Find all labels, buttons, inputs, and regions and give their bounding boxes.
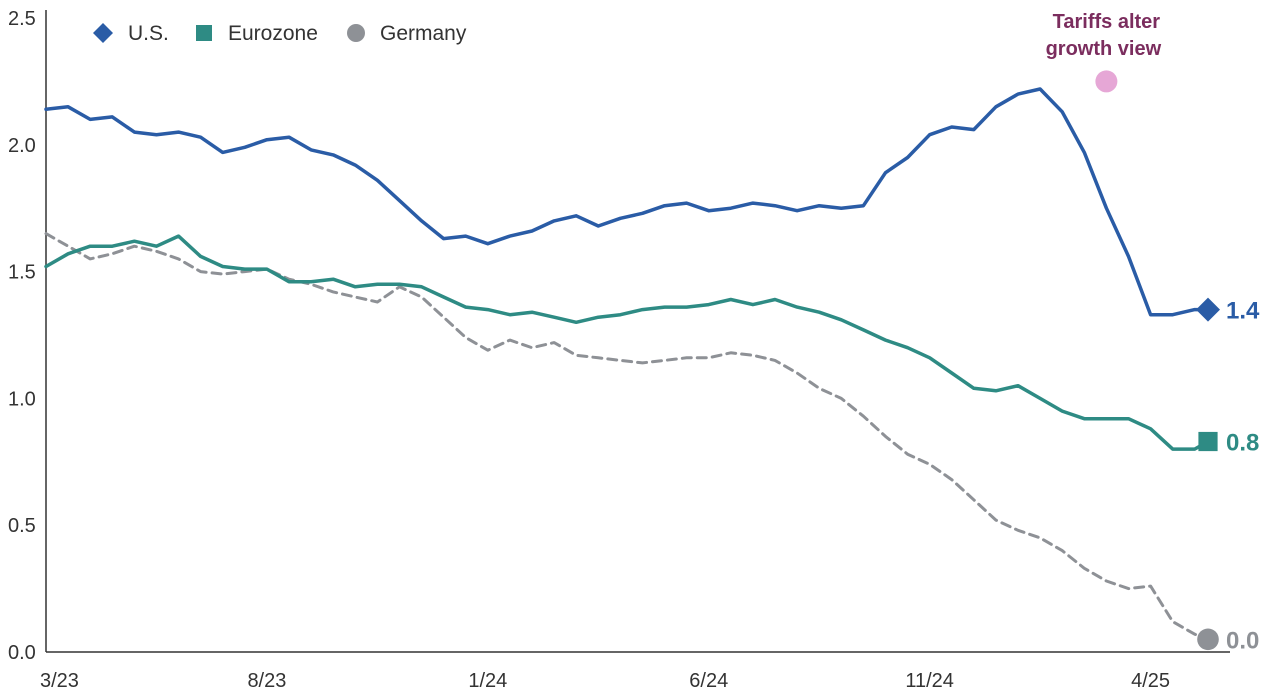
tariff-annotation: Tariffs alter growth view	[1046, 11, 1162, 93]
legend-square-icon	[196, 25, 212, 41]
series-layer	[44, 87, 1210, 641]
legend-diamond-icon	[93, 23, 113, 43]
series-line-eurozone	[44, 234, 1210, 451]
y-tick-label: 0.5	[8, 515, 36, 537]
x-axis-tick-labels: 3/23 8/23 1/24 6/24 11/24 4/25	[40, 670, 1170, 692]
end-value-label: 0.0	[1226, 627, 1259, 654]
end-markers: 1.4 0.8 0.0	[1196, 297, 1260, 654]
series-line-u-s	[44, 87, 1210, 317]
circle-end-marker	[1197, 628, 1219, 651]
y-tick-label: 0.0	[8, 642, 36, 664]
diamond-end-marker	[1196, 297, 1220, 322]
x-tick-label: 1/24	[468, 670, 507, 692]
end-value-label: 0.8	[1226, 430, 1259, 457]
y-tick-label: 1.5	[8, 262, 36, 284]
y-axis-tick-labels: 0.0 0.5 1.0 1.5 2.0 2.5	[8, 8, 36, 664]
x-tick-label: 6/24	[689, 670, 728, 692]
square-end-marker	[1198, 431, 1218, 452]
x-tick-label: 4/25	[1131, 670, 1170, 692]
x-tick-label: 11/24	[905, 670, 954, 692]
end-value-label: 1.4	[1226, 298, 1260, 325]
annotation-text-line1: Tariffs alter	[1053, 11, 1161, 33]
y-tick-label: 2.0	[8, 135, 36, 157]
y-tick-label: 2.5	[8, 8, 36, 30]
annotation-marker	[1095, 70, 1118, 93]
x-tick-label: 3/23	[40, 670, 79, 692]
legend-circle-icon	[347, 24, 365, 42]
y-tick-label: 1.0	[8, 388, 36, 410]
legend: U.S. Eurozone Germany	[93, 22, 467, 45]
legend-label: Eurozone	[228, 22, 318, 45]
annotation-text-line2: growth view	[1046, 38, 1162, 60]
series-line-germany	[44, 232, 1210, 641]
legend-label: U.S.	[128, 22, 169, 45]
x-tick-label: 8/23	[247, 670, 286, 692]
legend-label: Germany	[380, 22, 467, 45]
